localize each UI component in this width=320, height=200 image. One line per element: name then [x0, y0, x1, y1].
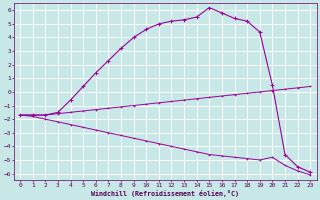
- X-axis label: Windchill (Refroidissement éolien,°C): Windchill (Refroidissement éolien,°C): [91, 190, 239, 197]
